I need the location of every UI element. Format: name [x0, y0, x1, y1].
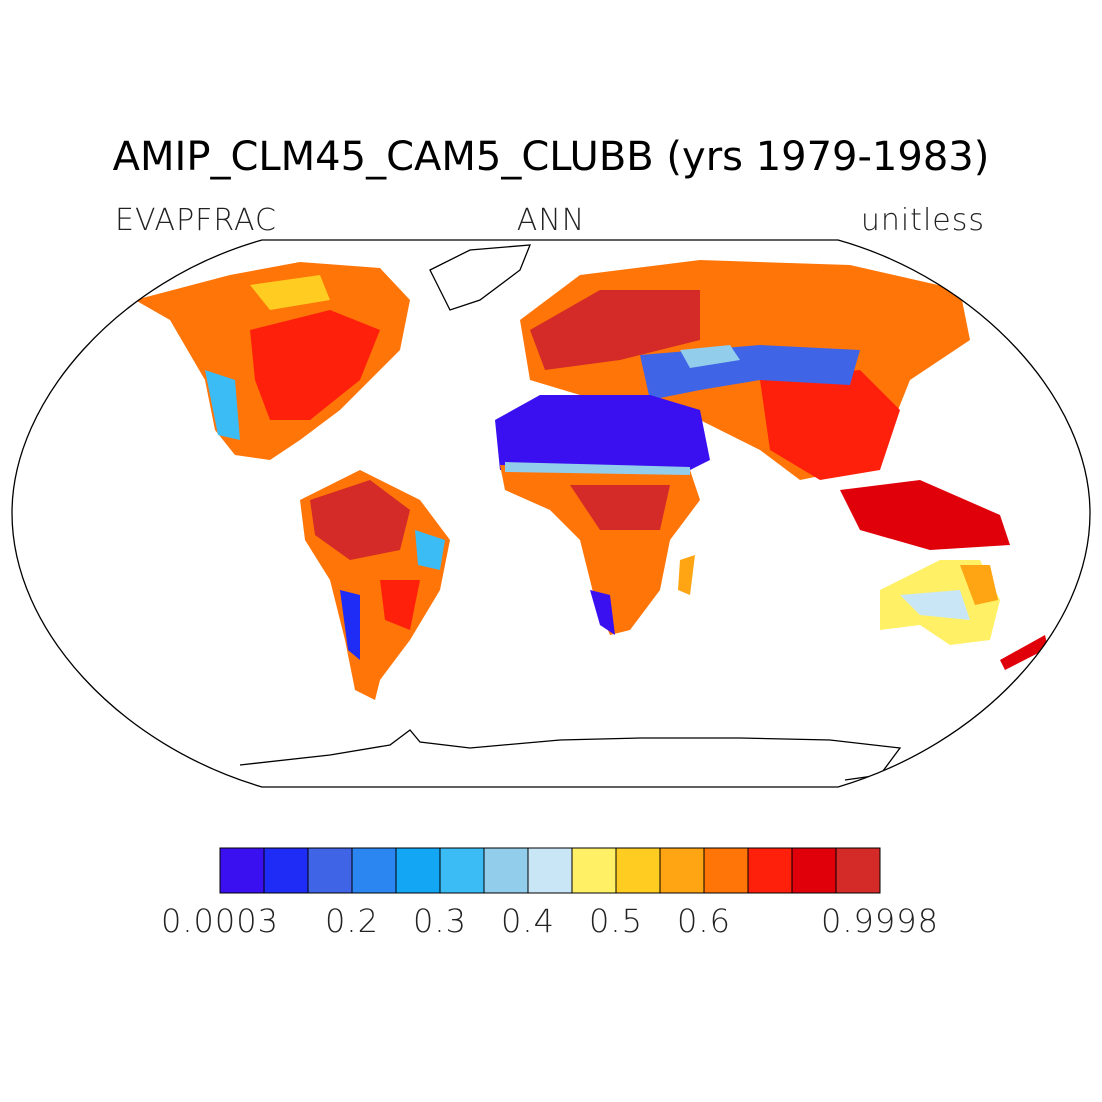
land [415, 530, 445, 570]
land [760, 370, 900, 480]
colorbar-box [571, 847, 617, 894]
colorbar-label: 0.9998 [821, 902, 939, 940]
colorbar-box [263, 847, 309, 894]
colorbar-box [615, 847, 661, 894]
land [960, 565, 998, 605]
colorbar-box [307, 847, 353, 894]
title: AMIP_CLM45_CAM5_CLUBB (yrs 1979-1983) [113, 134, 990, 180]
land [530, 290, 700, 370]
colorbar-label: 0.6 [677, 902, 731, 940]
land [250, 310, 380, 420]
colorbar-label: 0.4 [501, 902, 555, 940]
colorbar-box [219, 847, 265, 894]
colorbar-label: 0.0003 [161, 902, 279, 940]
land [678, 555, 695, 595]
land [495, 395, 710, 480]
land [429, 244, 531, 311]
colorbar-box [659, 847, 705, 894]
map-border [11, 239, 1091, 788]
land [505, 462, 690, 475]
land [840, 480, 1010, 550]
land [380, 580, 420, 630]
land [680, 345, 740, 368]
land-field [135, 244, 1048, 781]
colorbar-label: 0.3 [413, 902, 467, 940]
land [570, 485, 670, 530]
colorbar-box [747, 847, 793, 894]
season-label: ANN [517, 203, 585, 238]
colorbar-box [351, 847, 397, 894]
variable-label: EVAPFRAC [115, 203, 277, 238]
units-label: unitless [861, 203, 985, 238]
land [1000, 635, 1048, 670]
colorbar-box [483, 847, 529, 894]
colorbar-box [703, 847, 749, 894]
land [590, 590, 615, 635]
colorbar: 0.0003 0.2 0.3 0.4 0.5 0.6 0.9998 [161, 847, 939, 940]
land [310, 480, 410, 560]
coastline [239, 729, 902, 781]
land [340, 590, 360, 660]
land [205, 370, 240, 440]
map [11, 239, 1091, 788]
colorbar-label: 0.5 [589, 902, 643, 940]
land [250, 275, 330, 310]
land [900, 590, 970, 620]
colorbar-label: 0.2 [325, 902, 379, 940]
colorbar-box [527, 847, 573, 894]
colorbar-box [835, 847, 881, 894]
colorbar-box [439, 847, 485, 894]
colorbar-box [395, 847, 441, 894]
colorbar-box [791, 847, 837, 894]
